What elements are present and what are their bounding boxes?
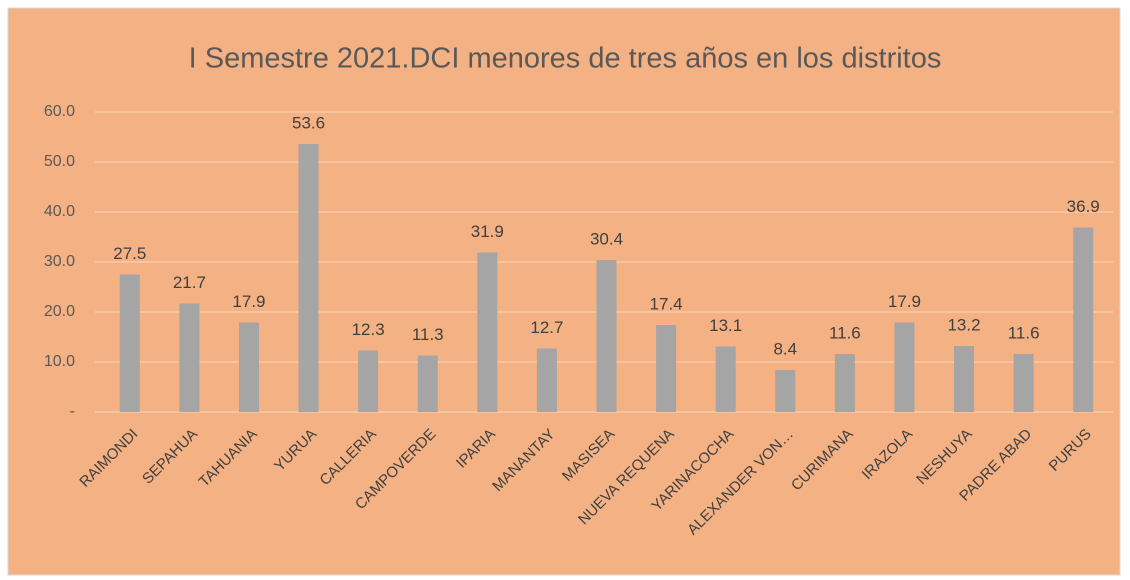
y-tick-label: 60.0	[44, 103, 75, 120]
bar	[298, 144, 319, 412]
value-label: 13.2	[947, 315, 980, 334]
value-label: 8.4	[773, 339, 797, 358]
bar	[656, 325, 677, 412]
y-tick-label: 30.0	[44, 253, 75, 270]
value-label: 27.5	[113, 244, 146, 263]
value-label: 12.3	[352, 320, 385, 339]
chart-background	[7, 7, 1121, 576]
value-label: 53.6	[292, 113, 325, 132]
value-label: 21.7	[173, 273, 206, 292]
value-label: 17.9	[232, 292, 265, 311]
bar	[477, 252, 498, 412]
value-label: 12.7	[530, 318, 563, 337]
bar	[238, 322, 259, 412]
y-tick-label: 10.0	[44, 353, 75, 370]
bar	[1073, 227, 1094, 412]
bar	[358, 350, 379, 412]
y-tick-label: -	[70, 403, 75, 420]
value-label: 11.3	[412, 325, 444, 344]
bar	[954, 346, 975, 412]
chart-title: I Semestre 2021.DCI menores de tres años…	[189, 43, 942, 75]
value-label: 31.9	[471, 222, 504, 241]
value-label: 11.6	[829, 323, 861, 342]
bar	[119, 274, 140, 412]
bar	[417, 355, 438, 412]
value-label: 30.4	[590, 229, 623, 248]
bar	[1013, 354, 1034, 412]
value-label: 13.1	[709, 316, 742, 335]
y-tick-label: 20.0	[44, 303, 75, 320]
value-label: 36.9	[1067, 197, 1100, 216]
bar	[179, 303, 200, 412]
y-tick-label: 50.0	[44, 153, 75, 170]
bar	[536, 348, 557, 412]
value-label: 11.6	[1008, 323, 1040, 342]
bar	[834, 354, 855, 412]
bar	[596, 260, 617, 412]
bar	[894, 322, 915, 412]
bar	[715, 346, 736, 412]
value-label: 17.9	[888, 292, 921, 311]
value-label: 17.4	[650, 294, 683, 313]
bar	[775, 370, 796, 412]
y-tick-label: 40.0	[44, 203, 75, 220]
